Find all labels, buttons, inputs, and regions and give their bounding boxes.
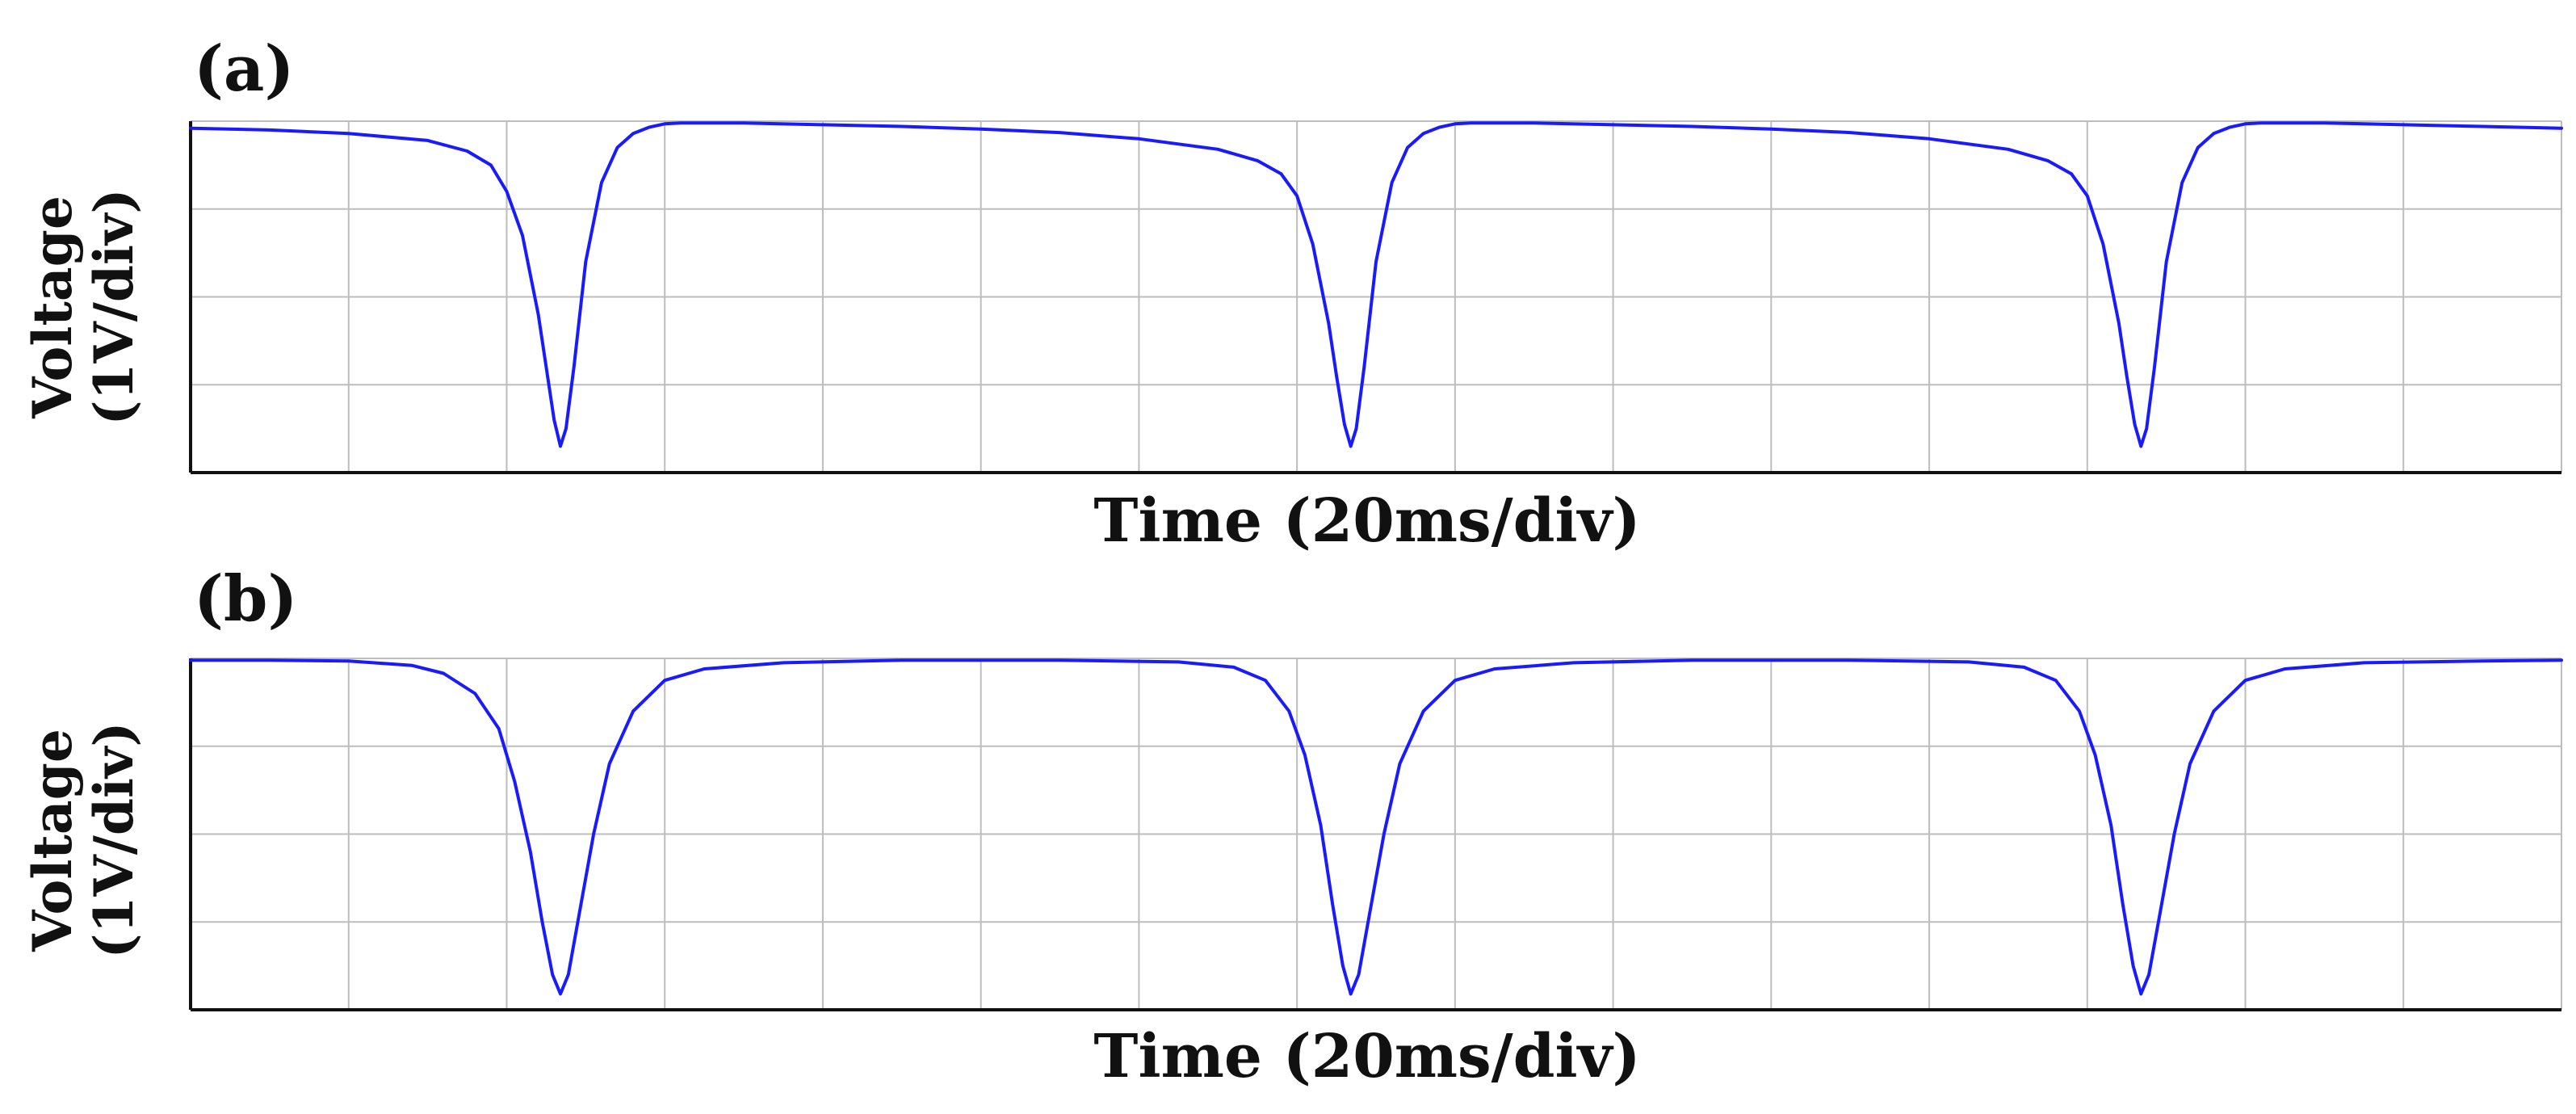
ylabel-b: Voltage (1V/div) [21, 721, 145, 958]
ylabel-b-line2: (1V/div) [82, 721, 145, 958]
ylabel-a: Voltage (1V/div) [21, 188, 145, 425]
chart-b: (b) Voltage (1V/div) Time (20ms/div) [21, 562, 2563, 1091]
ylabel-b-line1: Voltage [21, 729, 84, 952]
trace-b [189, 658, 2563, 996]
panel-label-b: (b) [194, 562, 297, 636]
trace-a [189, 121, 2563, 448]
ylabel-a-line2: (1V/div) [82, 188, 145, 425]
chart-a: (a) Voltage (1V/div) Time (20ms/div) [21, 32, 2563, 556]
grid-a [189, 120, 2562, 474]
series-line-b [189, 658, 2563, 996]
xlabel-b: Time (20ms/div) [1093, 1022, 1640, 1091]
grid-b [189, 658, 2562, 1011]
series-line-a [189, 121, 2563, 448]
xlabel-a: Time (20ms/div) [1093, 486, 1640, 556]
ylabel-a-line1: Voltage [21, 195, 84, 419]
panel-label-a: (a) [194, 32, 294, 106]
